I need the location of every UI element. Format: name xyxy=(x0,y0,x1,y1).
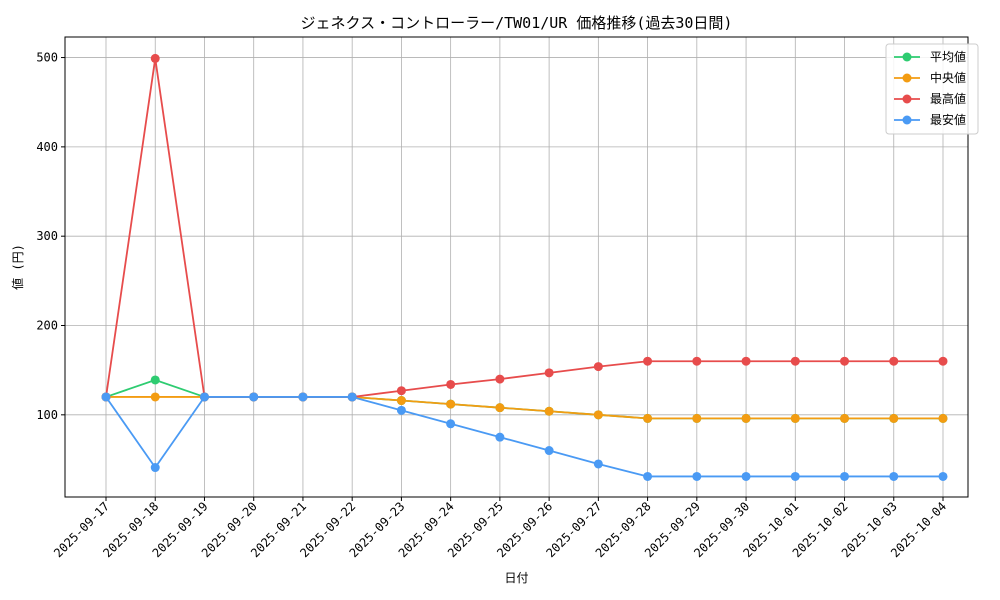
data-point xyxy=(938,356,948,366)
data-point xyxy=(150,463,160,473)
legend-label: 最高値 xyxy=(930,91,966,106)
x-axis-label: 日付 xyxy=(504,571,528,585)
data-point xyxy=(249,392,259,402)
data-point xyxy=(446,379,456,389)
legend-item: 最安値 xyxy=(894,112,966,127)
chart-title: ジェネクス・コントローラー/TW01/UR 価格推移(過去30日間) xyxy=(301,14,733,32)
data-point xyxy=(643,413,653,423)
data-point xyxy=(840,413,850,423)
legend-label: 中央値 xyxy=(930,70,966,85)
grid xyxy=(65,37,968,497)
legend-item: 平均値 xyxy=(894,49,966,64)
y-tick-label: 100 xyxy=(36,408,58,422)
y-tick-label: 500 xyxy=(36,51,58,65)
legend-swatch-marker xyxy=(902,115,912,125)
y-tick-label: 400 xyxy=(36,140,58,154)
series-line xyxy=(105,396,943,478)
series-layer xyxy=(101,53,948,481)
legend-label: 平均値 xyxy=(930,49,966,64)
data-point xyxy=(446,419,456,429)
data-point xyxy=(938,471,948,481)
data-point xyxy=(347,392,357,402)
data-point xyxy=(692,471,702,481)
data-point xyxy=(544,406,554,416)
data-point xyxy=(889,413,899,423)
data-point xyxy=(593,459,603,469)
legend-label: 最安値 xyxy=(930,112,966,127)
data-point xyxy=(446,399,456,409)
data-point xyxy=(643,356,653,366)
axes: 2025-09-172025-09-182025-09-192025-09-20… xyxy=(36,36,969,560)
data-point xyxy=(593,410,603,420)
legend-swatch-marker xyxy=(902,94,912,104)
data-point xyxy=(889,356,899,366)
data-point xyxy=(396,396,406,406)
data-point xyxy=(692,413,702,423)
data-point xyxy=(938,413,948,423)
data-point xyxy=(298,392,308,402)
y-tick-label: 300 xyxy=(36,229,58,243)
series-4 xyxy=(101,392,948,481)
data-point xyxy=(495,403,505,413)
series-line xyxy=(105,57,943,398)
y-tick-label: 200 xyxy=(36,319,58,333)
y-axis-label: 値 (円) xyxy=(10,244,25,290)
data-point xyxy=(790,471,800,481)
data-point xyxy=(101,392,111,402)
data-point xyxy=(741,413,751,423)
data-point xyxy=(199,392,209,402)
series-3 xyxy=(101,53,948,402)
data-point xyxy=(790,356,800,366)
data-point xyxy=(396,405,406,415)
data-point xyxy=(150,375,160,385)
legend-swatch-marker xyxy=(902,73,912,83)
data-point xyxy=(593,362,603,372)
data-point xyxy=(840,356,850,366)
legend-box xyxy=(885,43,979,135)
data-point xyxy=(150,53,160,63)
data-point xyxy=(544,446,554,456)
data-point xyxy=(790,413,800,423)
data-point xyxy=(741,356,751,366)
plot-frame xyxy=(64,36,969,498)
data-point xyxy=(741,471,751,481)
data-point xyxy=(495,432,505,442)
legend-swatch-marker xyxy=(902,52,912,62)
series-line xyxy=(105,379,943,420)
data-point xyxy=(544,368,554,378)
data-point xyxy=(840,471,850,481)
data-point xyxy=(150,392,160,402)
series-1 xyxy=(101,375,948,423)
data-point xyxy=(889,471,899,481)
data-point xyxy=(692,356,702,366)
legend-item: 最高値 xyxy=(894,91,966,106)
data-point xyxy=(495,374,505,384)
legend-item: 中央値 xyxy=(894,70,966,85)
data-point xyxy=(396,386,406,396)
data-point xyxy=(643,471,653,481)
